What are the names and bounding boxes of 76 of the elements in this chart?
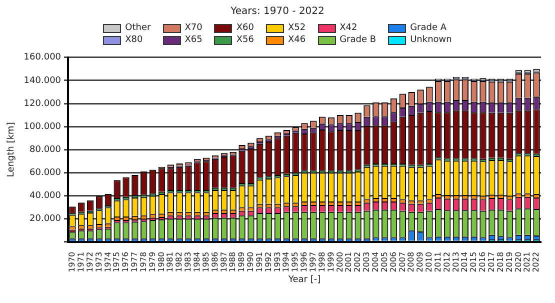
x-tick-label: 1985 bbox=[201, 252, 210, 272]
legend-label: X60 bbox=[236, 23, 254, 33]
x-tick-label: 1993 bbox=[272, 252, 282, 272]
x-tick-label: 1974 bbox=[103, 252, 112, 272]
x-tick-label: 1999 bbox=[326, 252, 336, 272]
x-tick-label: 1971 bbox=[76, 252, 86, 272]
legend-label: X65 bbox=[184, 35, 202, 45]
x-tick-label: 2013 bbox=[451, 252, 460, 272]
y-tick-label: 20.000 bbox=[30, 214, 62, 224]
x-tick-label: 1973 bbox=[94, 252, 104, 272]
x-tick-label: 2008 bbox=[406, 252, 416, 272]
x-tick-label: 1976 bbox=[121, 252, 130, 272]
legend-label: Other bbox=[125, 23, 151, 33]
x-tick-label: 1978 bbox=[138, 252, 148, 272]
x-tick-label: 1988 bbox=[228, 252, 238, 272]
x-tick-label: 1986 bbox=[210, 252, 220, 272]
x-tick-label: 2001 bbox=[344, 252, 354, 272]
x-tick-label: 1972 bbox=[85, 252, 94, 272]
x-tick-label: 2016 bbox=[478, 252, 488, 272]
x-tick-label: 1995 bbox=[290, 252, 300, 272]
y-tick-label: 100.000 bbox=[24, 122, 62, 132]
x-axis-title: Year [-] bbox=[287, 274, 321, 285]
legend-label: Grade B bbox=[340, 35, 376, 45]
x-tick-label: 2004 bbox=[370, 252, 380, 272]
x-tick-label: 1998 bbox=[317, 252, 326, 272]
legend-label: X70 bbox=[184, 23, 202, 33]
x-tick-label: 2005 bbox=[380, 252, 389, 272]
x-tick-label: 2002 bbox=[353, 252, 362, 272]
x-tick-label: 2006 bbox=[388, 252, 398, 272]
y-tick-label: 60.000 bbox=[30, 168, 62, 178]
legend-label: X80 bbox=[125, 35, 143, 45]
y-tick-label: 80.000 bbox=[30, 144, 62, 155]
legend-label: Grade A bbox=[410, 23, 447, 33]
x-tick-label: 2019 bbox=[504, 252, 514, 272]
legend-label: X46 bbox=[288, 35, 306, 45]
legend-label: X56 bbox=[236, 35, 254, 45]
x-tick-label: 1970 bbox=[68, 252, 77, 272]
y-tick-label: 140.000 bbox=[24, 76, 62, 86]
y-tick-label: 120.000 bbox=[24, 98, 62, 109]
x-tick-label: 1979 bbox=[148, 252, 157, 272]
x-tick-label: 1989 bbox=[237, 252, 246, 272]
x-tick-label: 1990 bbox=[246, 252, 256, 272]
chart-title: Years: 1970 - 2022 bbox=[230, 5, 326, 17]
x-tick-label: 2012 bbox=[442, 252, 452, 272]
x-tick-label: 2010 bbox=[424, 252, 434, 272]
x-tick-label: 2017 bbox=[486, 252, 496, 272]
legend-label: X52 bbox=[288, 23, 306, 33]
x-tick-label: 1997 bbox=[308, 252, 318, 272]
x-tick-label: 2007 bbox=[398, 252, 407, 272]
y-tick-label: 160.000 bbox=[24, 52, 62, 63]
x-tick-label: 1992 bbox=[264, 252, 273, 272]
x-tick-label: 2000 bbox=[335, 252, 344, 272]
x-tick-label: 1981 bbox=[166, 252, 175, 272]
x-tick-label: 2009 bbox=[416, 252, 425, 272]
x-tick-label: 1984 bbox=[192, 252, 202, 272]
x-tick-label: 1982 bbox=[174, 252, 184, 272]
x-tick-label: 2003 bbox=[362, 252, 372, 272]
y-tick-label: 40.000 bbox=[30, 191, 62, 202]
x-tick-label: 2014 bbox=[460, 252, 470, 272]
x-tick-label: 2018 bbox=[496, 252, 505, 272]
x-tick-label: 2022 bbox=[532, 252, 541, 272]
x-tick-label: 1983 bbox=[184, 252, 193, 272]
legend-label: X42 bbox=[340, 23, 358, 33]
x-tick-label: 1994 bbox=[282, 252, 291, 272]
x-tick-label: 1975 bbox=[112, 252, 122, 272]
x-tick-label: 1977 bbox=[130, 252, 140, 272]
x-tick-label: 1991 bbox=[254, 252, 264, 272]
x-tick-label: 1987 bbox=[219, 252, 228, 272]
x-tick-label: 1996 bbox=[300, 252, 309, 272]
x-tick-label: 2011 bbox=[433, 252, 442, 272]
x-tick-label: 2020 bbox=[514, 252, 523, 272]
x-tick-label: 2015 bbox=[469, 252, 478, 272]
x-tick-label: 1980 bbox=[156, 252, 166, 272]
y-axis-title: Length [km] bbox=[6, 122, 17, 178]
x-tick-label: 2021 bbox=[522, 252, 532, 272]
legend-label: Unknown bbox=[410, 35, 452, 45]
